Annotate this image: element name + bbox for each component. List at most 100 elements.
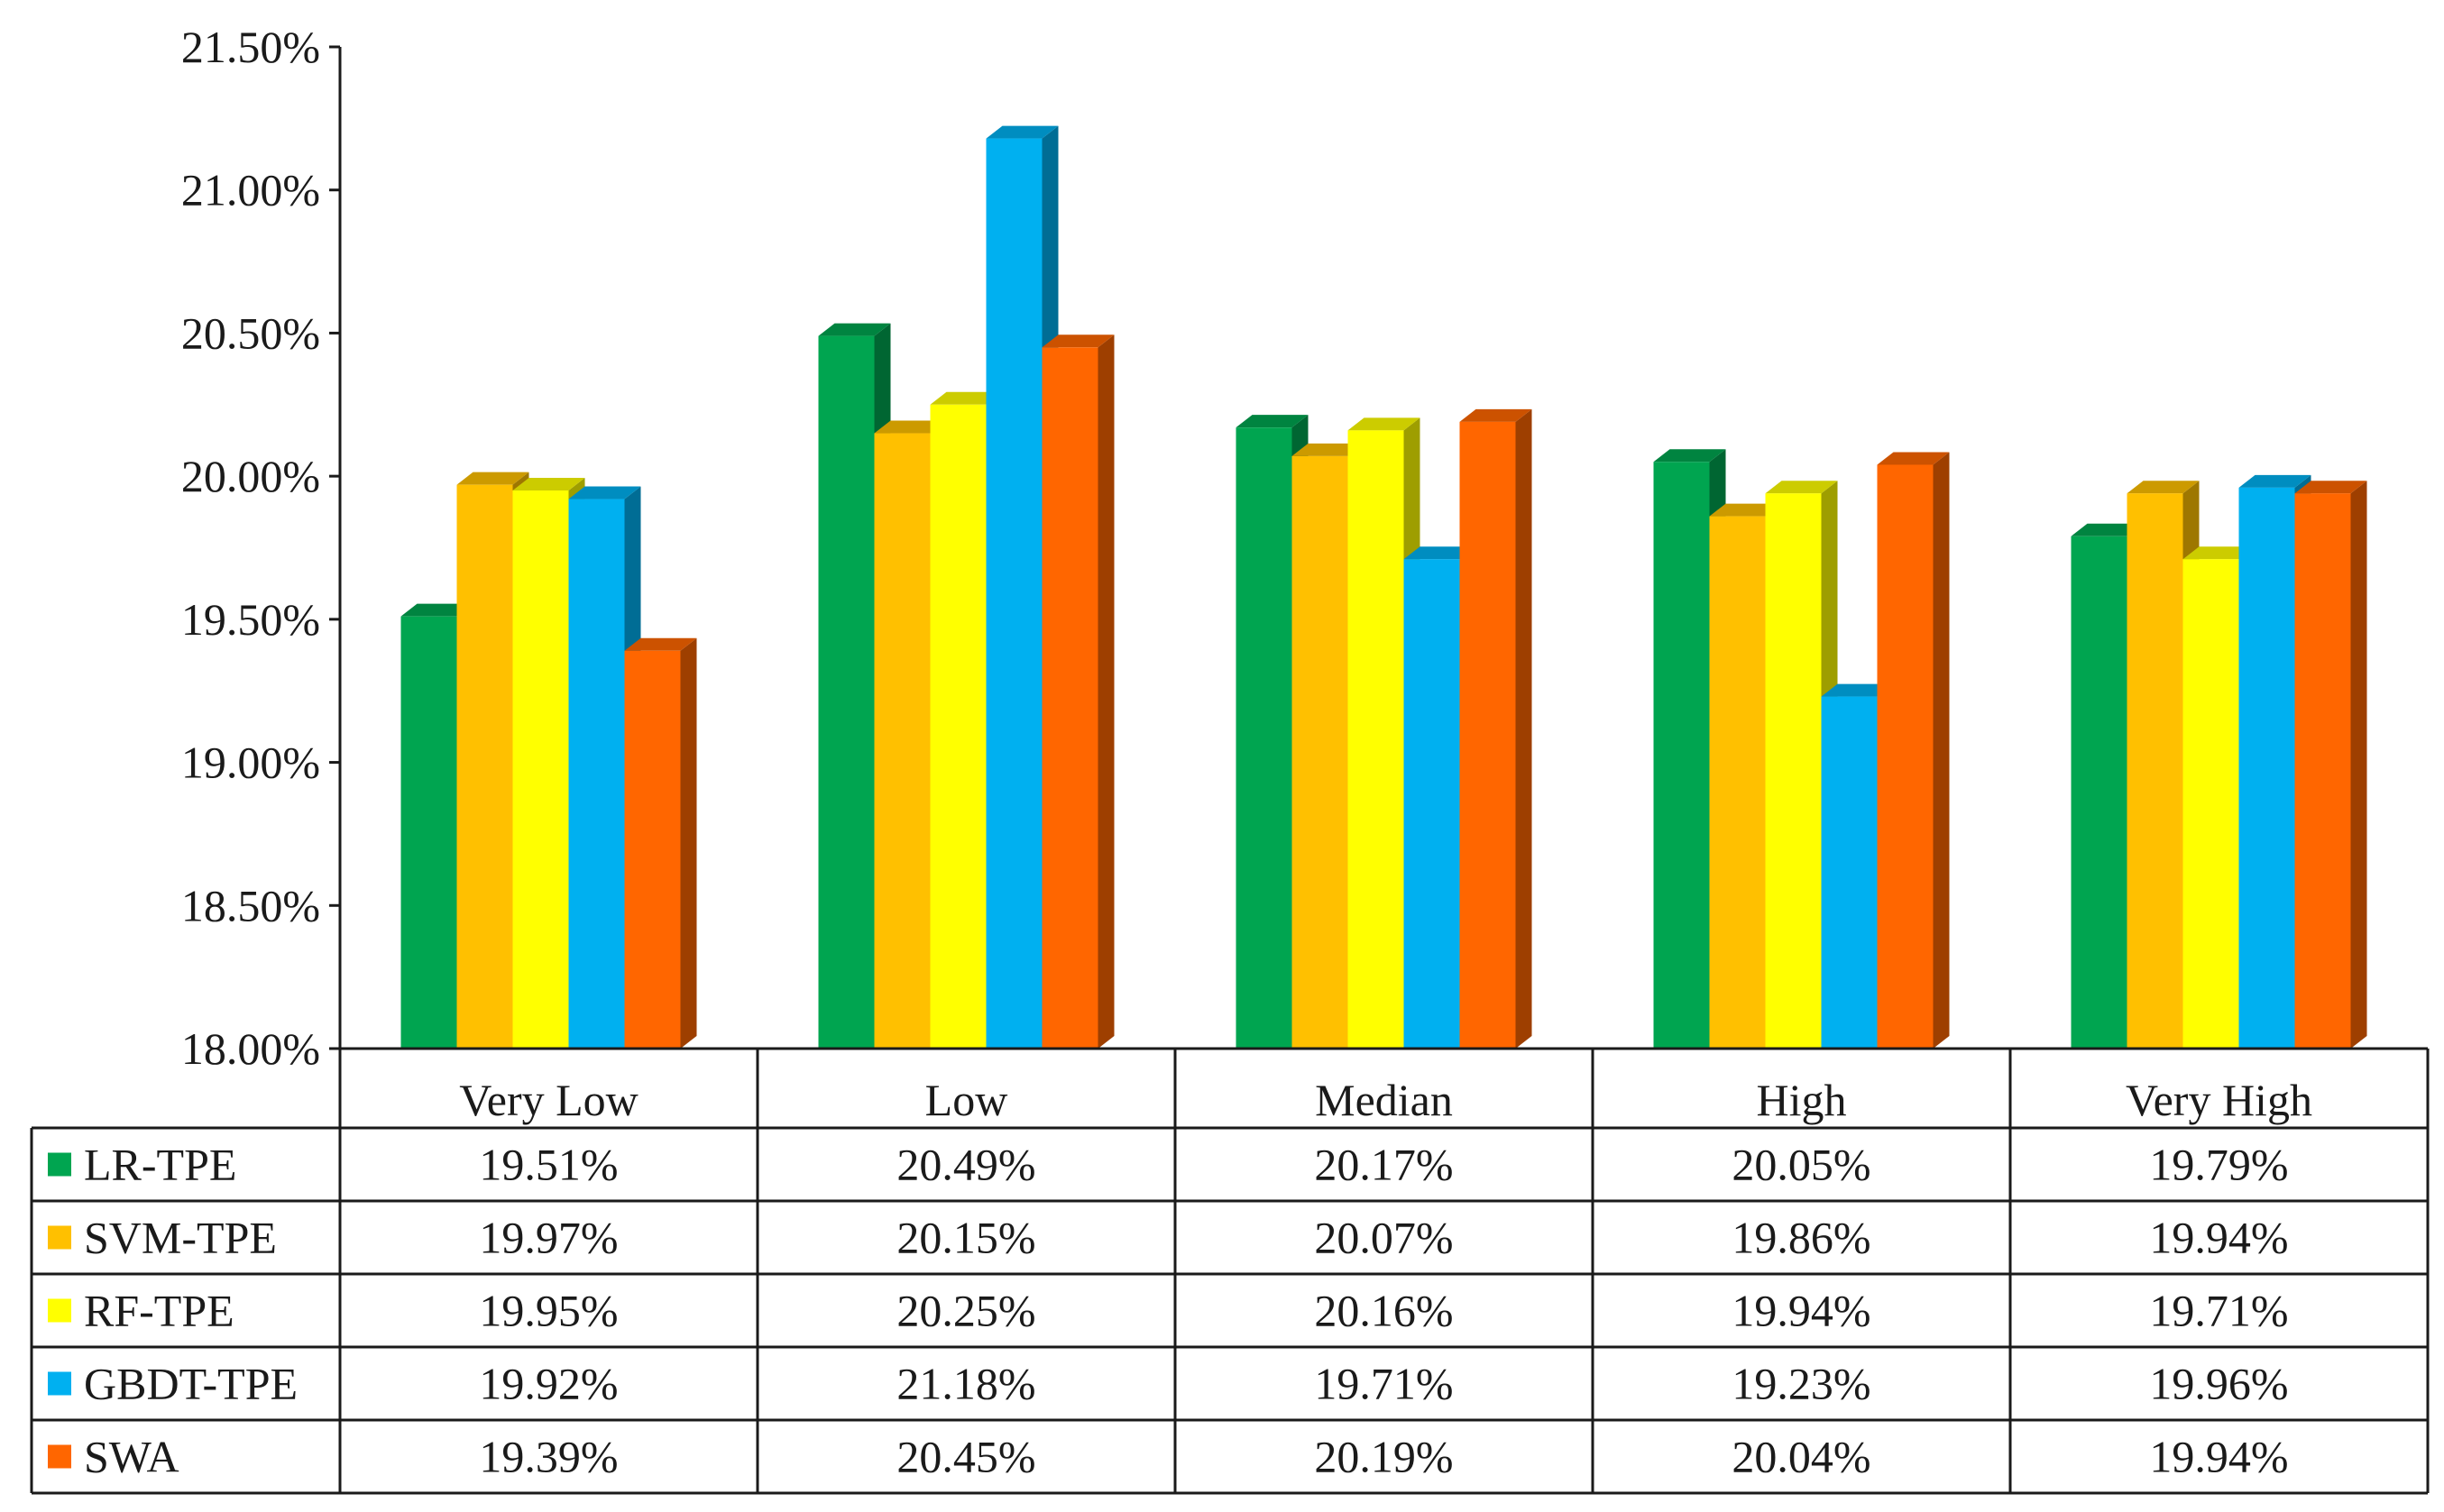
series-name: LR-TPE <box>84 1140 236 1190</box>
series-name: SWA <box>84 1432 179 1482</box>
data-label: 20.04% <box>1732 1432 1870 1482</box>
bar-front <box>1709 516 1766 1049</box>
bar-top <box>1236 415 1309 428</box>
data-label: 19.23% <box>1732 1359 1870 1409</box>
bar-top <box>2294 481 2367 494</box>
series-name: SVM-TPE <box>84 1213 277 1263</box>
data-label: 20.19% <box>1314 1432 1453 1482</box>
data-label: 19.94% <box>1732 1286 1870 1336</box>
bar-top <box>1653 449 1726 463</box>
data-label: 19.96% <box>2149 1359 2288 1409</box>
data-label: 19.71% <box>2149 1286 2288 1336</box>
bar-side <box>680 637 697 1049</box>
series-name: GBDT-TPE <box>84 1359 298 1409</box>
data-label: 19.97% <box>479 1213 618 1263</box>
data-table: Very Low Low Median High Very High LR-TPE 19.5… <box>30 1047 2430 1495</box>
bar-top <box>2182 546 2256 560</box>
bar-front <box>568 499 625 1049</box>
bar-top <box>1765 481 1838 494</box>
bars <box>400 125 2367 1049</box>
data-label: 19.92% <box>479 1359 618 1409</box>
bar-top <box>1459 408 1532 422</box>
bar-front <box>1042 347 1098 1049</box>
bar-front <box>930 404 987 1049</box>
data-label: 19.86% <box>1732 1213 1870 1263</box>
bar-top <box>400 603 473 617</box>
y-tick-label: 18.00% <box>181 1023 320 1074</box>
bar-top <box>2127 481 2200 494</box>
bar-top <box>874 420 947 434</box>
series-name: RF-TPE <box>84 1286 234 1336</box>
bar-front <box>400 616 457 1049</box>
bar-front <box>2182 559 2239 1049</box>
bar <box>1042 334 1115 1049</box>
bar-front <box>1459 421 1516 1049</box>
bar-front <box>512 490 569 1049</box>
data-label: 20.15% <box>896 1213 1035 1263</box>
data-label: 20.16% <box>1314 1286 1453 1336</box>
bar-top <box>1709 503 1782 517</box>
bar-front <box>1877 464 1934 1049</box>
bar-front <box>1765 493 1822 1049</box>
data-label: 19.39% <box>479 1432 618 1482</box>
data-label: 19.79% <box>2149 1140 2288 1190</box>
bar-front <box>1653 462 1710 1049</box>
y-tick-label: 20.00% <box>181 451 320 501</box>
bar-front <box>986 138 1043 1049</box>
bar-front <box>874 433 931 1049</box>
data-label: 19.95% <box>479 1286 618 1336</box>
y-tick-label: 19.50% <box>181 594 320 645</box>
data-label: 20.49% <box>896 1140 1035 1190</box>
bar-top <box>930 391 1003 405</box>
legend-swatch <box>48 1371 71 1396</box>
bar <box>2294 481 2367 1049</box>
data-label: 19.94% <box>2149 1432 2288 1482</box>
data-label: 20.25% <box>896 1286 1035 1336</box>
bar-front <box>818 335 875 1049</box>
bar-top <box>2071 523 2144 536</box>
bar-top <box>986 125 1059 139</box>
category-label: High <box>1757 1075 1847 1125</box>
bar-side <box>1098 334 1115 1049</box>
bar-top <box>456 472 529 485</box>
bar-front <box>1291 455 1348 1049</box>
bar-top <box>1821 683 1894 697</box>
y-axis: 18.00% 18.50% 19.00% 19.50% 20.00% 20.50% 21.0… <box>181 22 342 1074</box>
category-label: Low <box>925 1075 1008 1125</box>
bar-top <box>2238 474 2311 488</box>
legend-swatch <box>48 1225 71 1250</box>
category-label: Very Low <box>459 1075 639 1125</box>
category-label: Median <box>1315 1075 1453 1125</box>
bar-front <box>2071 536 2127 1049</box>
bar-front <box>2127 493 2183 1049</box>
y-tick-label: 18.50% <box>181 880 320 930</box>
data-label: 19.94% <box>2149 1213 2288 1263</box>
y-tick-label: 21.00% <box>181 165 320 215</box>
bar-side <box>2350 481 2367 1049</box>
y-tick-label: 21.50% <box>181 22 320 72</box>
bar-top <box>1042 334 1115 348</box>
legend-swatch <box>48 1152 71 1177</box>
data-label: 21.18% <box>896 1359 1035 1409</box>
bar <box>1459 408 1532 1049</box>
bar-top <box>818 323 891 336</box>
category-label: Very High <box>2126 1075 2312 1125</box>
bar-side <box>1515 408 1532 1049</box>
bar-front <box>1236 427 1292 1049</box>
bar-top <box>1877 452 1950 465</box>
bar-front <box>1347 430 1404 1049</box>
y-tick-label: 19.00% <box>181 738 320 788</box>
legend-swatch <box>48 1444 71 1469</box>
bar-front <box>2294 493 2351 1049</box>
bar-side <box>1933 452 1950 1049</box>
legend-swatch <box>48 1298 71 1323</box>
bar-top <box>512 478 585 491</box>
bar-top <box>624 637 697 651</box>
data-label: 20.17% <box>1314 1140 1453 1190</box>
bar-front <box>624 650 681 1049</box>
data-label: 19.71% <box>1314 1359 1453 1409</box>
bar <box>1877 452 1950 1049</box>
bar-top <box>568 486 641 499</box>
bar-front <box>1403 559 1460 1049</box>
